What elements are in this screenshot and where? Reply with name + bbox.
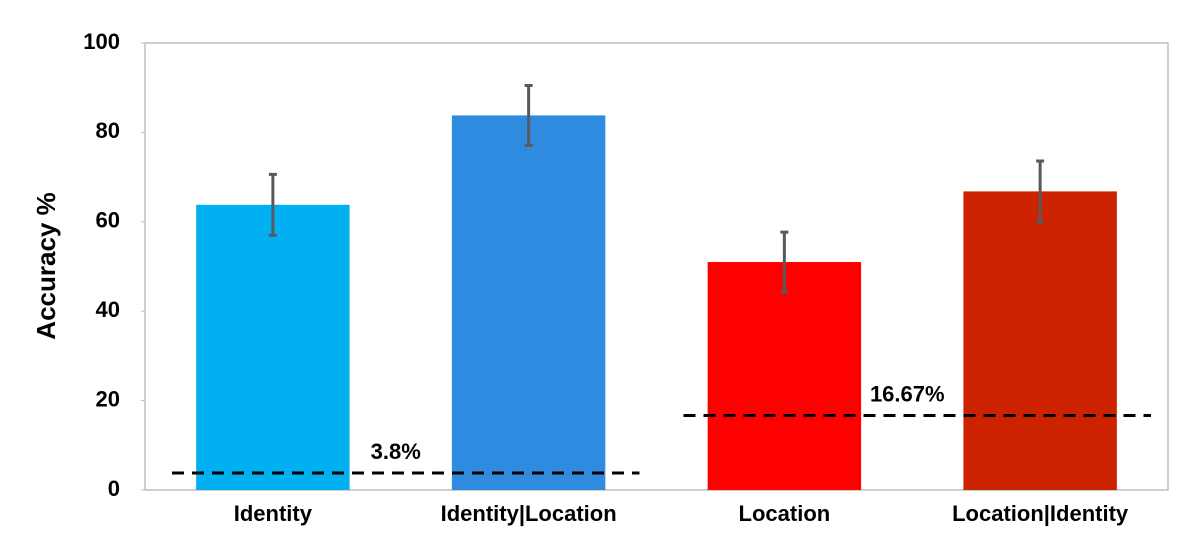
plot-frame (144, 42, 1169, 491)
y-tick-label: 80 (96, 118, 120, 143)
bar (963, 191, 1117, 491)
bar (451, 115, 606, 490)
bar (707, 262, 862, 490)
y-tick-label: 100 (83, 29, 120, 54)
x-tick-label: Identity (234, 501, 313, 526)
x-tick-label: Identity|Location (441, 501, 617, 526)
y-tick-label: 20 (96, 386, 120, 411)
error-bar (780, 230, 789, 294)
x-tick-label: Location|Identity (952, 501, 1129, 526)
x-tick-label: Location (739, 501, 831, 526)
bar (196, 204, 350, 490)
error-bar (1036, 159, 1045, 224)
error-bar (524, 83, 533, 147)
reference-label: 3.8% (371, 439, 421, 464)
y-tick-label: 60 (96, 208, 120, 233)
reference-label: 16.67% (870, 381, 945, 406)
y-tick-label: 40 (96, 297, 120, 322)
y-tick-label: 0 (108, 476, 120, 501)
error-bar (268, 172, 277, 237)
y-axis-title: Accuracy % (31, 192, 61, 339)
